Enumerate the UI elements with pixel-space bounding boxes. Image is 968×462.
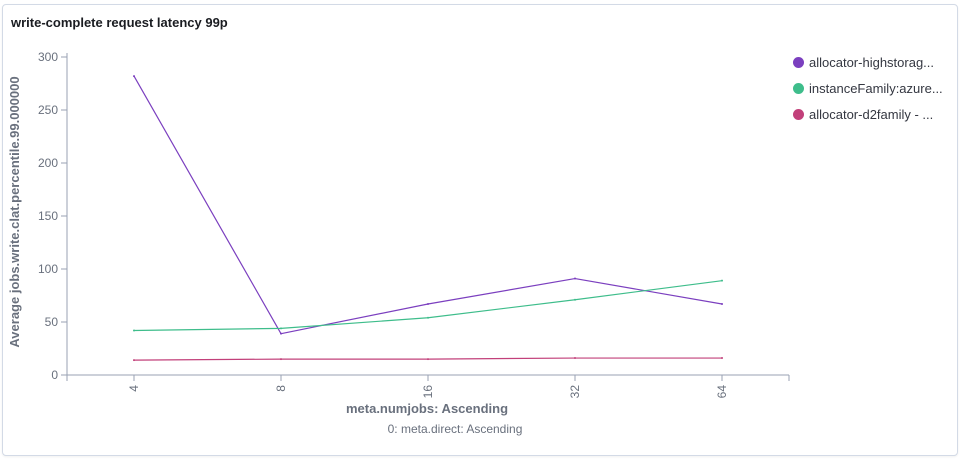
data-point[interactable] (133, 359, 135, 362)
data-point[interactable] (574, 357, 576, 360)
legend-color-swatch (793, 56, 804, 68)
legend-color-swatch (793, 82, 804, 94)
x-tick-label: 64 (715, 385, 729, 399)
y-tick-label: 300 (38, 50, 58, 64)
chart-legend: allocator-highstorag... instanceFamily:az… (793, 49, 963, 127)
panel-title: write-complete request latency 99p (11, 15, 228, 30)
data-point[interactable] (574, 298, 576, 301)
y-axis: 0 50 100 150 200 250 300 (38, 50, 68, 382)
x-tick-label: 32 (568, 385, 582, 399)
legend-label: instanceFamily:azure... (809, 80, 943, 96)
x-axis-title: meta.numjobs: Ascending (346, 401, 508, 416)
data-point[interactable] (280, 358, 282, 361)
data-point[interactable] (133, 329, 135, 332)
y-tick-label: 200 (38, 156, 58, 170)
data-point[interactable] (133, 75, 135, 78)
series-line-0[interactable] (133, 75, 723, 335)
y-tick-label: 150 (38, 209, 58, 223)
legend-item[interactable]: allocator-highstorag... (793, 49, 963, 75)
legend-item[interactable]: instanceFamily:azure... (793, 75, 963, 101)
series-layer (133, 75, 723, 362)
data-point[interactable] (427, 358, 429, 361)
data-point[interactable] (280, 332, 282, 335)
y-tick-label: 50 (45, 315, 59, 329)
data-point[interactable] (427, 302, 429, 305)
data-point[interactable] (721, 302, 723, 305)
x-axis-subtitle: 0: meta.direct: Ascending (388, 422, 523, 436)
line-chart: 0 50 100 150 200 250 300 4 8 16 32 64 Average jobs… (7, 50, 790, 436)
data-point[interactable] (280, 327, 282, 330)
y-tick-label: 250 (38, 103, 58, 117)
y-tick-label: 100 (38, 262, 58, 276)
x-axis: 4 8 16 32 64 (66, 374, 790, 399)
x-tick-label: 8 (274, 385, 288, 392)
data-point[interactable] (721, 357, 723, 360)
legend-item[interactable]: allocator-d2family - ... (793, 101, 963, 127)
legend-color-swatch (793, 108, 804, 120)
y-tick-label: 0 (51, 368, 58, 382)
legend-label: allocator-highstorag... (809, 54, 935, 70)
y-axis-title: Average jobs.write.clat.percentile.99.00… (7, 76, 22, 347)
visualization-panel: write-complete request latency 99p 0 50 10… (2, 4, 958, 456)
data-point[interactable] (721, 279, 723, 282)
data-point[interactable] (574, 277, 576, 280)
x-tick-label: 16 (421, 385, 435, 399)
legend-label: allocator-d2family - ... (809, 106, 934, 122)
data-point[interactable] (427, 316, 429, 319)
x-tick-label: 4 (127, 385, 141, 392)
